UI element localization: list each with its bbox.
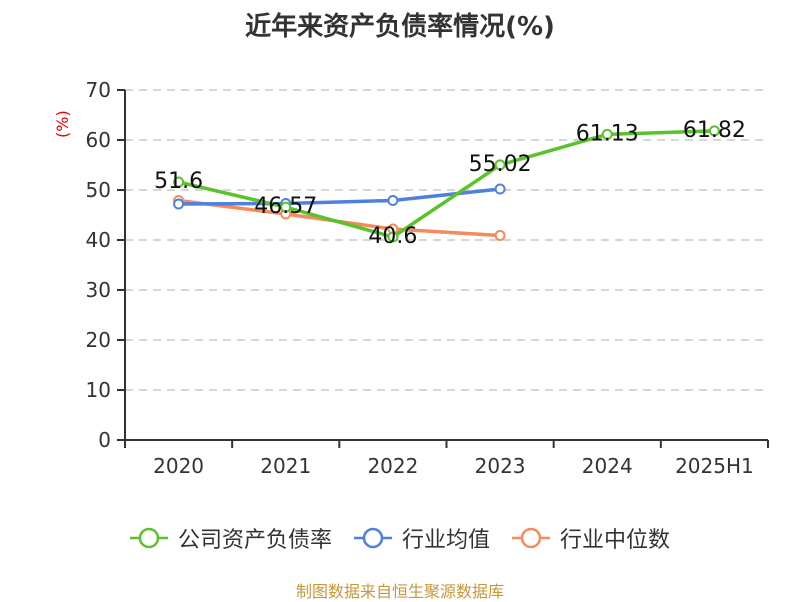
y-tick-label: 60 <box>86 128 111 152</box>
chart-title: 近年来资产负债率情况(%) <box>245 12 555 42</box>
series-line <box>178 198 501 238</box>
series-line <box>178 129 715 239</box>
data-label: 61.82 <box>683 118 746 143</box>
legend-label: 公司资产负债率 <box>177 528 332 553</box>
y-tick-label: 30 <box>86 278 111 302</box>
data-label: 55.02 <box>469 152 532 177</box>
data-point[interactable] <box>173 176 185 188</box>
data-point[interactable] <box>708 125 720 137</box>
data-series <box>173 125 720 243</box>
x-tick-label: 2025H1 <box>675 454 754 478</box>
legend-label: 行业均值 <box>401 528 490 553</box>
data-point[interactable] <box>601 128 613 140</box>
data-label: 61.13 <box>576 121 639 146</box>
data-point[interactable] <box>494 230 506 241</box>
data-point[interactable] <box>494 183 506 195</box>
y-tick-label: 70 <box>86 78 111 102</box>
x-tick-label: 2023 <box>475 454 526 478</box>
legend: 公司资产负债率 行业均值 行业中位数 <box>0 518 800 558</box>
y-tick-label: 10 <box>86 378 111 402</box>
x-tick-label: 2021 <box>260 454 311 478</box>
data-point[interactable] <box>387 231 399 243</box>
data-point[interactable] <box>387 195 399 206</box>
data-point[interactable] <box>280 201 292 213</box>
legend-item-industry-median[interactable]: 行业中位数 <box>512 522 670 554</box>
legend-line-circle-icon <box>512 527 550 549</box>
x-tick-label: 2024 <box>582 454 633 478</box>
data-labels: 51.6 46.57 40.6 55.02 61.13 61.82 <box>154 118 746 249</box>
data-label: 46.57 <box>254 194 317 219</box>
data-label: 51.6 <box>154 169 203 194</box>
legend-item-industry-average[interactable]: 行业均值 <box>353 522 490 554</box>
y-tick-label: 40 <box>86 228 111 252</box>
data-label: 40.6 <box>368 224 417 249</box>
legend-item-company[interactable]: 公司资产负债率 <box>129 522 332 554</box>
x-tick-label: 2020 <box>153 454 204 478</box>
legend-line-circle-icon <box>353 527 392 549</box>
legend-line-circle-icon <box>129 527 168 549</box>
data-source-footer: 制图数据来自恒生聚源数据库 <box>295 582 504 601</box>
series-line <box>178 187 501 206</box>
x-tick-label: 2022 <box>367 454 418 478</box>
data-point[interactable] <box>173 198 185 210</box>
gridlines <box>125 89 768 391</box>
y-tick-label: 0 <box>98 428 111 452</box>
y-tick-label: 20 <box>86 328 111 352</box>
axes: 0 10 20 30 40 50 60 70 2020 2021 2022 2023 2024 2025H… <box>86 78 769 478</box>
data-point[interactable] <box>494 159 506 171</box>
y-tick-label: 50 <box>86 178 111 202</box>
legend-label: 行业中位数 <box>560 528 671 553</box>
